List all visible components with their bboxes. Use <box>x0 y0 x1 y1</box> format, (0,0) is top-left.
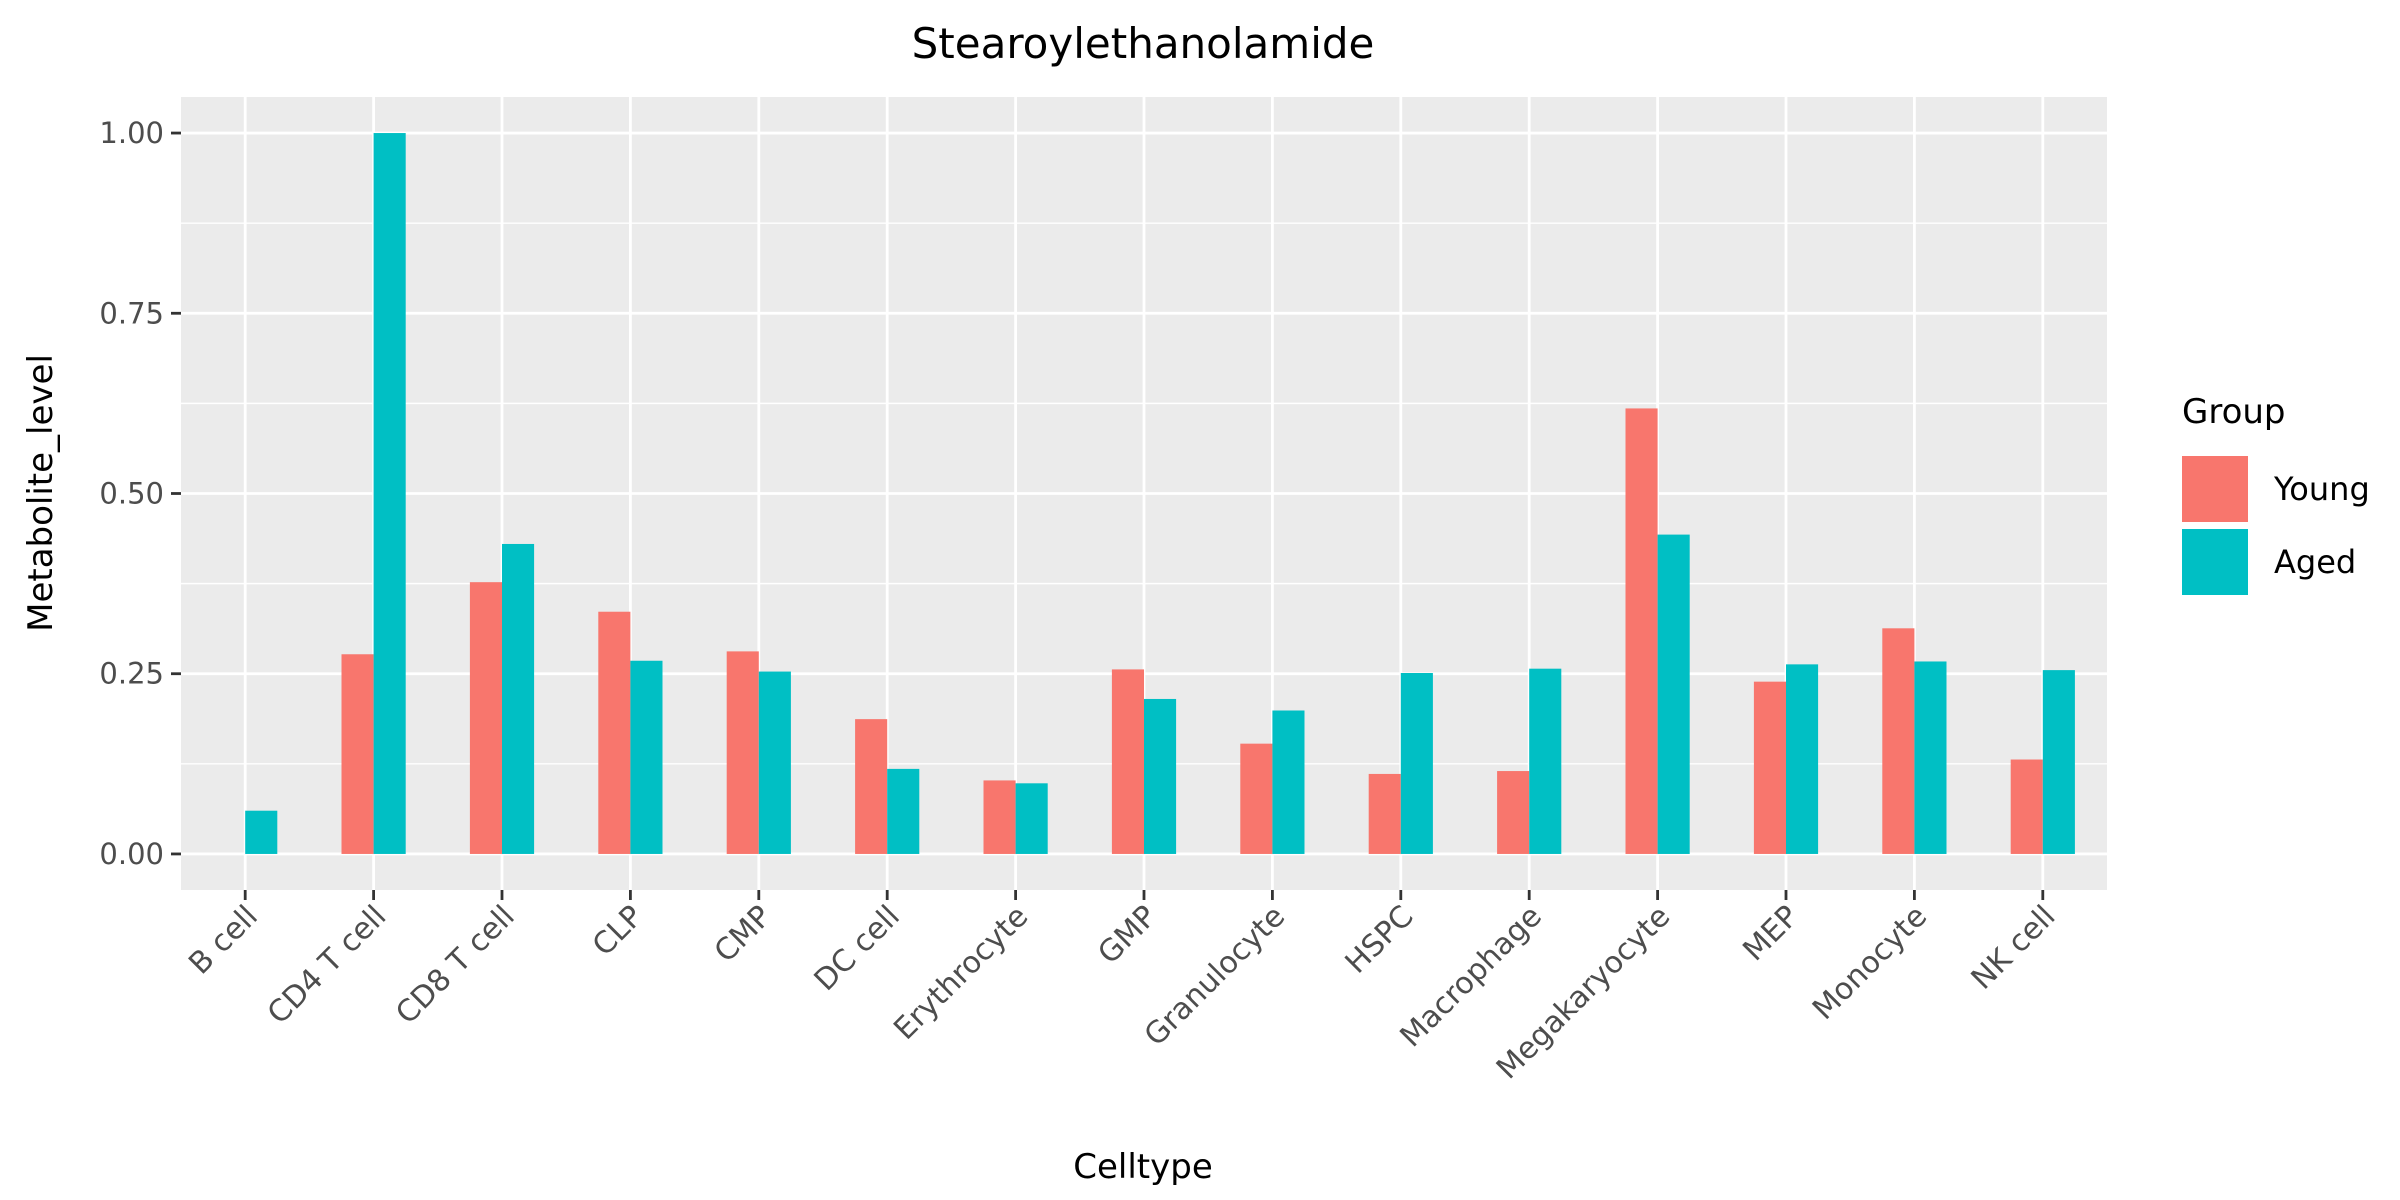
x-tick-label: B cell <box>182 899 265 982</box>
bar-aged <box>245 810 278 854</box>
x-tick-label: HSPC <box>1339 899 1421 981</box>
legend-swatch <box>2182 529 2248 595</box>
bar-aged <box>1914 661 1947 854</box>
x-tick-label: DC cell <box>808 899 907 998</box>
bar-young <box>1882 628 1915 854</box>
chart-title: Stearoylethanolamide <box>912 19 1375 68</box>
y-tick-label: 1.00 <box>99 116 164 150</box>
x-tick-label: CD4 T cell <box>261 899 393 1031</box>
bar-young <box>1368 773 1401 854</box>
bar-aged <box>1272 710 1305 854</box>
legend-swatch <box>2182 456 2248 522</box>
x-tick-label: MEP <box>1736 899 1805 968</box>
y-tick-label: 0.75 <box>99 296 164 330</box>
x-tick-label: CLP <box>586 899 650 963</box>
bar-young <box>855 719 888 854</box>
y-tick-label: 0.50 <box>99 477 164 511</box>
bars <box>245 133 2075 854</box>
bar-aged <box>887 768 920 854</box>
y-axis-title: Metabolite_level <box>21 354 61 632</box>
bar-aged <box>1657 534 1690 854</box>
legend-items: Young Aged <box>2182 456 2370 595</box>
x-tick-label: CD8 T cell <box>389 899 521 1031</box>
bar-aged <box>2042 670 2075 854</box>
bar-young <box>1111 669 1144 854</box>
legend: Group Young Aged <box>2182 392 2370 595</box>
bar-aged <box>373 133 406 854</box>
bar-aged <box>1400 673 1433 854</box>
y-tick-label: 0.00 <box>99 837 164 871</box>
legend-label: Young <box>2273 470 2370 508</box>
x-tick-label: CMP <box>708 899 779 970</box>
bar-aged <box>630 660 663 854</box>
bar-young <box>983 780 1016 854</box>
bar-young <box>2010 759 2043 854</box>
x-tick-label: Monocyte <box>1806 899 1934 1027</box>
bar-aged <box>758 671 791 854</box>
bar-young <box>341 654 374 854</box>
bar-young <box>1240 743 1273 854</box>
bar-aged <box>502 543 535 854</box>
bar-aged <box>1015 783 1048 854</box>
bar-aged <box>1144 698 1177 854</box>
bar-young <box>1497 771 1530 854</box>
bar-young <box>469 582 502 854</box>
bar-young <box>598 611 631 854</box>
x-axis-title: Celltype <box>1073 1147 1213 1187</box>
legend-label: Aged <box>2274 543 2356 581</box>
bar-aged <box>1786 664 1819 854</box>
y-tick-label: 0.25 <box>99 657 164 691</box>
bar-young <box>726 651 759 854</box>
x-tick-label: GMP <box>1091 899 1163 971</box>
bar-young <box>1753 681 1786 854</box>
x-tick-label: Erythrocyte <box>887 899 1035 1047</box>
x-tick-label: NK cell <box>1965 899 2063 997</box>
legend-title: Group <box>2182 392 2286 432</box>
bar-aged <box>1529 668 1562 854</box>
bar-young <box>1625 408 1658 854</box>
